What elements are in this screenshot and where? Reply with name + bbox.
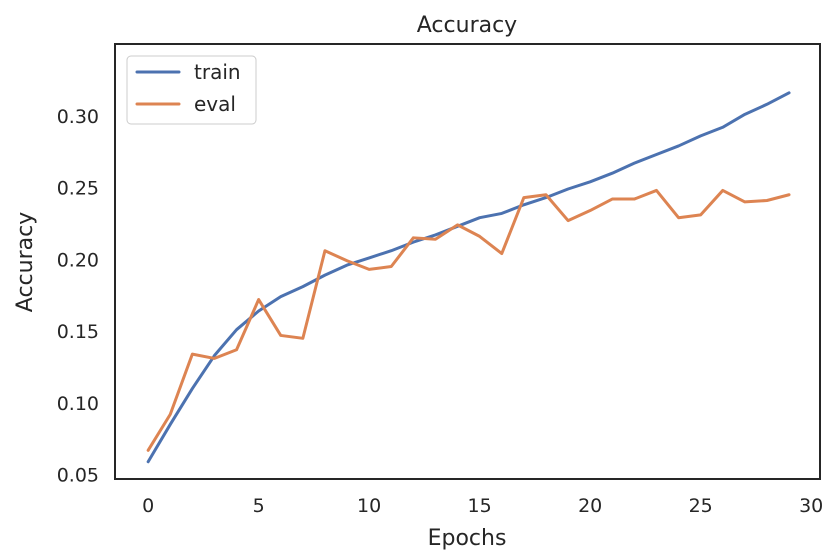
x-tick-labels: 0 5 10 15 20 25 30 bbox=[142, 495, 823, 517]
y-tick-labels: 0.05 0.10 0.15 0.20 0.25 0.30 bbox=[57, 106, 99, 487]
x-tick-label: 0 bbox=[142, 495, 154, 517]
y-tick-label: 0.25 bbox=[57, 178, 99, 200]
y-tick-label: 0.10 bbox=[57, 393, 99, 415]
y-tick-label: 0.30 bbox=[57, 106, 99, 128]
series-line-eval bbox=[146, 188, 791, 452]
series-line-train bbox=[146, 91, 791, 464]
x-tick-label: 30 bbox=[799, 495, 823, 517]
x-tick-label: 20 bbox=[578, 495, 602, 517]
y-axis-title: Accuracy bbox=[13, 212, 38, 312]
legend: train eval bbox=[126, 55, 257, 125]
legend-label-eval: eval bbox=[194, 92, 236, 116]
y-tick-label: 0.15 bbox=[57, 321, 99, 343]
chart-title: Accuracy bbox=[417, 13, 517, 38]
legend-label-train: train bbox=[194, 60, 241, 84]
x-axis-title: Epochs bbox=[428, 526, 507, 551]
x-tick-label: 25 bbox=[689, 495, 713, 517]
plot-frame bbox=[114, 43, 821, 480]
x-tick-label: 15 bbox=[468, 495, 492, 517]
x-tick-label: 5 bbox=[253, 495, 265, 517]
y-tick-label: 0.05 bbox=[57, 465, 99, 487]
y-tick-label: 0.20 bbox=[57, 249, 99, 271]
plot-layer bbox=[146, 91, 791, 464]
x-tick-label: 10 bbox=[357, 495, 381, 517]
